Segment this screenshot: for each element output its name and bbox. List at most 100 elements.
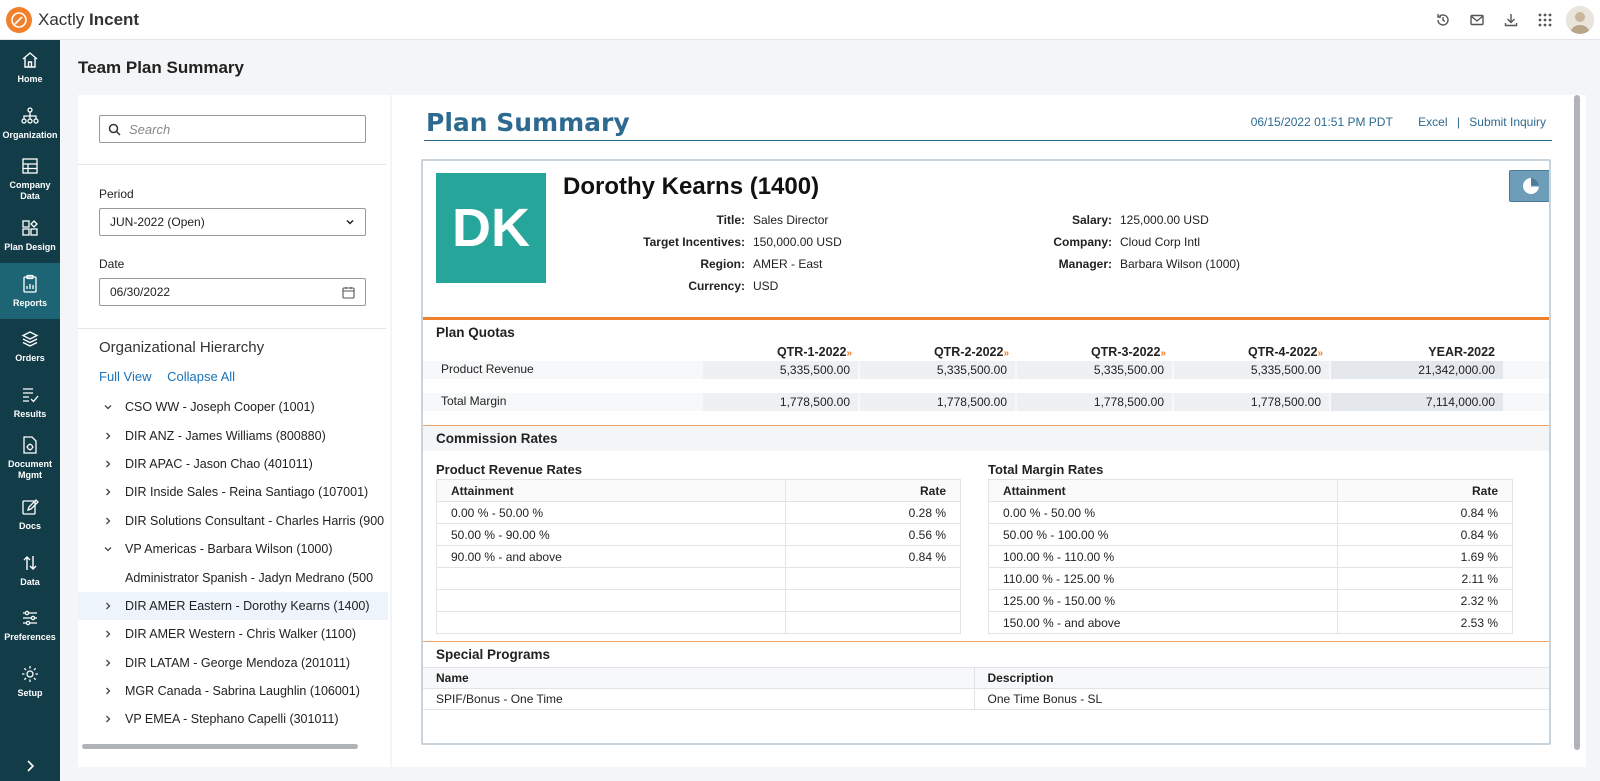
collapse-all-link[interactable]: Collapse All (167, 369, 236, 384)
attainment-header: Attainment (436, 479, 786, 502)
name-header: Name (423, 667, 974, 689)
nav-label: Data (20, 576, 40, 587)
info-key: Manager: (1058, 257, 1112, 271)
submit-inquiry-link[interactable]: Submit Inquiry (1469, 115, 1546, 129)
quota-value: 1,778,500.00 (1174, 393, 1329, 411)
nav-reports[interactable]: Reports (0, 263, 60, 319)
expand-nav-icon[interactable] (0, 759, 60, 773)
nav-label: Orders (15, 353, 45, 364)
chevron-right-icon[interactable] (98, 459, 118, 469)
date-label: Date (99, 257, 125, 271)
date-field[interactable]: 06/30/2022 (99, 278, 366, 306)
tree-row-dir-amer-western[interactable]: DIR AMER Western - Chris Walker (1100) (78, 620, 388, 648)
search-icon (108, 123, 121, 136)
chevron-right-icon[interactable] (98, 686, 118, 696)
pie-chart-button[interactable] (1509, 170, 1549, 202)
calendar-icon[interactable] (342, 286, 355, 299)
col-label: QTR-1-2022 (776, 345, 847, 359)
nav-label: Results (13, 409, 47, 420)
tree-row-vp-americas[interactable]: VP Americas - Barbara Wilson (1000) (78, 535, 388, 563)
tree-row-dir-solutions-consultant[interactable]: DIR Solutions Consultant - Charles Harri… (78, 507, 388, 535)
search-input[interactable]: Search (99, 115, 366, 143)
quota-value: 1,778,500.00 (703, 393, 858, 411)
col-label: QTR-4-2022 (1247, 345, 1318, 359)
excel-link[interactable]: Excel (1418, 115, 1448, 129)
chevron-down-icon (346, 219, 354, 225)
tree-row-dir-inside-sales[interactable]: DIR Inside Sales - Reina Santiago (10700… (78, 478, 388, 506)
currency-value: USD (753, 279, 779, 293)
docs-icon (22, 498, 39, 515)
divider (78, 164, 386, 165)
tree-label: CSO WW - Joseph Cooper (1001) (125, 400, 315, 415)
tree-row-dir-apac[interactable]: DIR APAC - Jason Chao (401011) (78, 450, 388, 478)
download-icon[interactable] (1494, 3, 1528, 37)
nav-orders[interactable]: Orders (0, 319, 60, 375)
nav-results[interactable]: Results (0, 375, 60, 431)
quota-col-header: QTR-2-2022» (933, 345, 1009, 359)
nav-data[interactable]: Data (0, 542, 60, 598)
table-row: 100.00 % - 110.00 % 1.69 % (988, 545, 1513, 568)
nav-organization[interactable]: Organization (0, 96, 60, 152)
tree-row-dir-anz[interactable]: DIR ANZ - James Williams (800880) (78, 421, 388, 449)
attainment-cell: 150.00 % - and above (988, 611, 1338, 634)
salary-value: 125,000.00 USD (1120, 213, 1209, 227)
target-incentives-value: 150,000.00 USD (753, 235, 842, 249)
product-revenue-rates-table: Attainment Rate 0.00 % - 50.00 % 0.28 % 50… (436, 479, 961, 634)
nav-plan-design[interactable]: Plan Design (0, 207, 60, 263)
horizontal-scrollbar[interactable] (82, 744, 358, 749)
full-view-link[interactable]: Full View (99, 369, 152, 384)
tree-row-vp-emea[interactable]: VP EMEA - Stephano Capelli (301011) (78, 705, 388, 733)
tree-row-dir-latam[interactable]: DIR LATAM - George Mendoza (201011) (78, 649, 388, 677)
chevron-right-icon[interactable] (98, 431, 118, 441)
empty-row (436, 611, 961, 634)
quota-row-product-revenue: Product Revenue 5,335,500.00 5,335,500.0… (423, 361, 1549, 379)
tree-row-dir-amer-eastern[interactable]: DIR AMER Eastern - Dorothy Kearns (1400) (78, 591, 388, 621)
attainment-cell: 50.00 % - 90.00 % (436, 523, 786, 546)
mail-icon[interactable] (1460, 3, 1494, 37)
empty-row (436, 567, 961, 590)
nav-home[interactable]: Home (0, 40, 60, 96)
attainment-cell: 100.00 % - 110.00 % (988, 545, 1338, 568)
org-tree: CSO WW - Joseph Cooper (1001) DIR ANZ - … (78, 393, 390, 734)
nav-company-data[interactable]: Company Data (0, 152, 60, 208)
nav-docs[interactable]: Docs (0, 486, 60, 542)
table-row: 0.00 % - 50.00 % 0.84 % (988, 501, 1513, 524)
tree-label: DIR Inside Sales - Reina Santiago (10700… (125, 485, 369, 500)
section-divider (423, 641, 1549, 642)
chevron-down-icon[interactable] (98, 402, 118, 412)
tree-row-cso-ww[interactable]: CSO WW - Joseph Cooper (1001) (78, 393, 388, 421)
chevron-right-icon[interactable] (98, 601, 118, 611)
commission-rates-heading: Commission Rates (423, 426, 1549, 451)
vertical-scrollbar[interactable] (1574, 95, 1580, 750)
tree-label: DIR LATAM - George Mendoza (201011) (125, 655, 351, 670)
tree-row-mgr-canada[interactable]: MGR Canada - Sabrina Laughlin (106001) (78, 677, 388, 705)
table-row: SPIF/Bonus - One Time One Time Bonus - SL (423, 688, 1549, 710)
plan-design-icon (22, 219, 38, 236)
period-select[interactable]: JUN-2022 (Open) (99, 208, 366, 236)
history-icon[interactable] (1426, 3, 1460, 37)
employee-info-left: Title: Sales Director Target Incentives: 1… (583, 209, 842, 297)
data-icon (23, 555, 37, 570)
quota-row-total-margin: Total Margin 1,778,500.00 1,778,500.00 1… (423, 393, 1549, 411)
user-avatar[interactable] (1566, 6, 1594, 34)
tree-row-administrator-spanish[interactable]: Administrator Spanish - Jadyn Medrano (5… (78, 563, 388, 591)
apps-grid-icon[interactable] (1528, 3, 1562, 37)
quota-value: 5,335,500.00 (860, 361, 1015, 379)
nav-preferences[interactable]: Preferences (0, 598, 60, 654)
col-label: QTR-2-2022 (933, 345, 1004, 359)
chevron-down-icon[interactable] (98, 544, 118, 554)
xactly-logo[interactable]: Xactly Incent (6, 6, 140, 33)
chevron-right-icon[interactable] (98, 629, 118, 639)
nav-document-mgmt[interactable]: Document Mgmt (0, 431, 60, 487)
chevron-right-icon[interactable] (98, 487, 118, 497)
top-bar: Xactly Incent (0, 0, 1600, 40)
pie-chart-icon (1523, 178, 1539, 194)
nav-setup[interactable]: Setup (0, 654, 60, 710)
employee-info-right: Salary: 125,000.00 USD Company: Cloud Corp… (1003, 209, 1240, 275)
brand-bold: Incent (89, 9, 140, 29)
rate-cell: 2.11 % (1337, 567, 1513, 590)
chevron-right-icon[interactable] (98, 516, 118, 526)
tree-label: DIR Solutions Consultant - Charles Harri… (125, 513, 385, 528)
chevron-right-icon[interactable] (98, 658, 118, 668)
chevron-right-icon[interactable] (98, 714, 118, 724)
